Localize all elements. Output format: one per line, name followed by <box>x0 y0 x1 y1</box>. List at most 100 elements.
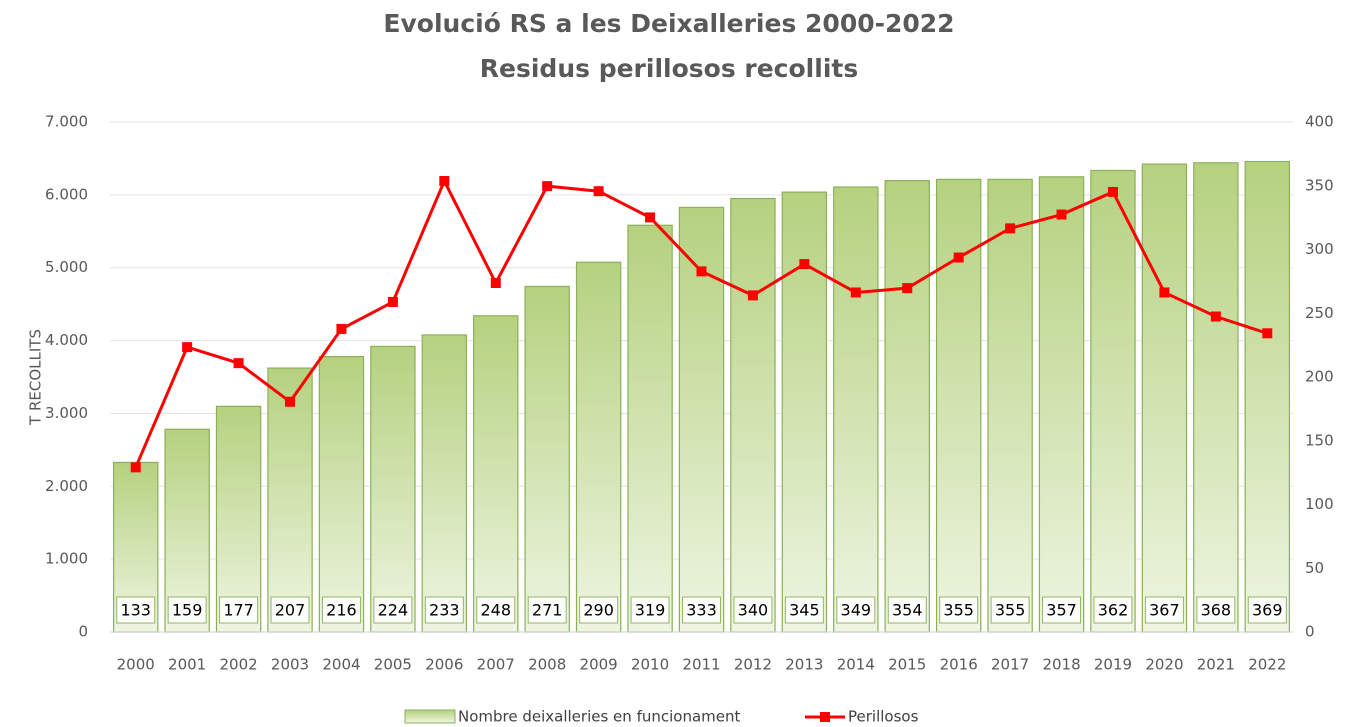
data-label-box <box>1042 596 1082 624</box>
x-tick-label: 2020 <box>1145 656 1183 674</box>
marker <box>902 283 913 294</box>
legend-label: Perillosos <box>848 708 919 726</box>
data-label-box <box>167 596 207 624</box>
y2-tick-label: 350 <box>1305 176 1334 194</box>
data-label: 340 <box>738 601 769 620</box>
x-tick-label: 2000 <box>117 656 155 674</box>
data-label-box <box>321 596 361 624</box>
bar <box>1141 163 1188 633</box>
data-label: 355 <box>943 601 974 620</box>
y2-tick-label: 150 <box>1305 431 1334 449</box>
marker <box>593 186 604 197</box>
data-label-box <box>887 596 927 624</box>
data-label-box <box>1093 596 1133 624</box>
y2-tick-label: 400 <box>1305 113 1334 131</box>
y2-tick-label: 250 <box>1305 304 1334 322</box>
x-tick-label: 2013 <box>785 656 823 674</box>
x-tick-label: 2010 <box>631 656 669 674</box>
y-tick-label: 3.000 <box>45 404 88 422</box>
data-label-box <box>1144 596 1184 624</box>
x-tick-label: 2014 <box>837 656 875 674</box>
x-tick-label: 2001 <box>168 656 206 674</box>
data-label-box <box>116 596 156 624</box>
bar <box>730 197 776 633</box>
data-label: 333 <box>686 601 717 620</box>
data-label: 207 <box>275 601 306 620</box>
data-label: 355 <box>995 601 1026 620</box>
x-tick-label: 2015 <box>888 656 926 674</box>
y2-tick-label: 50 <box>1305 559 1324 577</box>
data-label-box <box>1196 596 1236 624</box>
bar <box>987 178 1033 633</box>
marker <box>285 396 296 407</box>
data-label-box <box>219 596 259 624</box>
bar <box>833 186 879 633</box>
data-label: 216 <box>326 601 357 620</box>
y2-tick-label: 100 <box>1305 495 1334 513</box>
marker <box>1159 287 1170 298</box>
x-tick-label: 2012 <box>734 656 772 674</box>
y-axis-label: T RECOLLITS <box>27 329 45 426</box>
legend-swatch <box>820 712 830 722</box>
data-label: 369 <box>1252 601 1283 620</box>
marker <box>645 212 656 223</box>
chart-title: Evolució RS a les Deixalleries 2000-2022 <box>383 9 954 38</box>
bar <box>1038 176 1085 633</box>
data-label: 248 <box>480 601 511 620</box>
data-label-box <box>682 596 721 624</box>
y-tick-label: 0 <box>78 623 88 641</box>
bar <box>1193 162 1239 633</box>
data-label-box <box>1247 596 1287 624</box>
marker <box>233 358 244 369</box>
data-label: 224 <box>378 601 409 620</box>
data-label: 271 <box>532 601 563 620</box>
x-tick-label: 2011 <box>682 656 720 674</box>
y-tick-label: 2.000 <box>45 477 88 495</box>
marker <box>1005 223 1016 234</box>
data-label: 368 <box>1201 601 1232 620</box>
data-label-box <box>579 596 619 624</box>
data-label: 233 <box>429 601 460 620</box>
marker <box>387 296 398 307</box>
data-label-box <box>939 596 979 624</box>
data-label: 349 <box>841 601 872 620</box>
x-tick-label: 2016 <box>940 656 978 674</box>
data-label-box <box>527 596 567 624</box>
x-tick-label: 2019 <box>1094 656 1132 674</box>
marker <box>1056 209 1067 220</box>
x-tick-label: 2005 <box>374 656 412 674</box>
x-tick-label: 2022 <box>1248 656 1286 674</box>
chart-subtitle: Residus perillosos recollits <box>480 54 858 83</box>
x-tick-label: 2018 <box>1042 656 1080 674</box>
data-label: 354 <box>892 601 923 620</box>
data-label: 345 <box>789 601 820 620</box>
y2-tick-label: 300 <box>1305 240 1334 258</box>
y2-tick-label: 0 <box>1305 623 1315 641</box>
data-label: 177 <box>223 601 254 620</box>
y-tick-label: 1.000 <box>45 550 88 568</box>
bar <box>575 261 622 633</box>
data-label-box <box>733 596 773 624</box>
marker <box>799 259 810 270</box>
bar <box>421 334 468 633</box>
data-label: 290 <box>583 601 614 620</box>
y-tick-label: 5.000 <box>45 258 88 276</box>
data-label-box <box>990 596 1030 624</box>
data-label: 367 <box>1149 601 1180 620</box>
x-tick-label: 2017 <box>991 656 1029 674</box>
marker <box>336 323 347 334</box>
bar <box>370 345 416 633</box>
data-label-box <box>424 596 464 624</box>
data-label: 133 <box>120 601 151 620</box>
data-label: 319 <box>635 601 666 620</box>
marker <box>953 252 964 263</box>
bar <box>627 224 673 633</box>
marker <box>696 266 707 277</box>
data-label-box <box>373 596 413 624</box>
data-label-box <box>784 596 824 624</box>
x-tick-label: 2006 <box>425 656 463 674</box>
marker <box>490 278 501 289</box>
data-label-box <box>476 596 516 624</box>
x-tick-label: 2003 <box>271 656 309 674</box>
data-label-box <box>630 596 670 624</box>
